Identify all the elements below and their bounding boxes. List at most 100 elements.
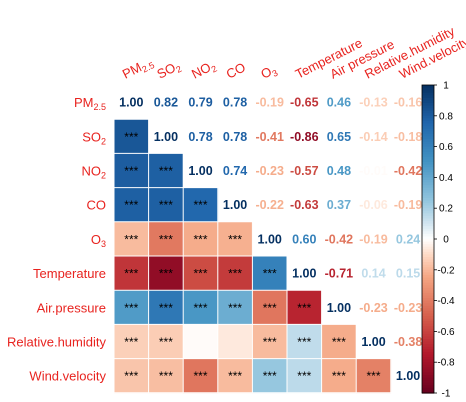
cell-value: -0.13 xyxy=(359,96,388,110)
colorbar-segment xyxy=(422,341,434,345)
colorbar-segment xyxy=(422,354,434,358)
colorbar-segment xyxy=(422,344,434,348)
colorbar-segment xyxy=(422,136,434,140)
colorbar-segment xyxy=(422,259,434,263)
cell-square xyxy=(148,187,184,223)
colorbar-segment xyxy=(422,187,434,191)
cell-value: 1.00 xyxy=(223,198,247,212)
significance-marker: *** xyxy=(124,301,138,315)
significance-marker: *** xyxy=(159,164,173,178)
cell-square xyxy=(287,324,322,359)
colorbar-segment xyxy=(422,369,434,374)
cell-square xyxy=(217,221,253,257)
significance-marker: *** xyxy=(297,301,311,315)
cell-value: 0.65 xyxy=(327,130,351,144)
cell-square xyxy=(217,324,253,359)
cell-value: -0.41 xyxy=(255,130,284,144)
significance-marker: *** xyxy=(159,301,173,315)
colorbar-tick-label: 0 xyxy=(443,235,449,246)
cell-value: -0.42 xyxy=(325,232,354,246)
colorbar-tick-label: 0.6 xyxy=(439,142,453,153)
cell-square xyxy=(356,358,392,394)
column-label: PM2.5 xyxy=(120,54,156,84)
colorbar-segment xyxy=(422,346,434,350)
colorbar-segment xyxy=(422,318,434,322)
significance-marker: *** xyxy=(193,232,207,246)
cell-value: 0.78 xyxy=(188,130,212,144)
colorbar-segment xyxy=(422,264,434,268)
cell-square xyxy=(321,358,357,394)
cell-value: -0.63 xyxy=(290,198,319,212)
colorbar-segment xyxy=(422,146,434,150)
cell-square xyxy=(114,324,149,359)
cell-square xyxy=(252,290,288,325)
row-label: O3 xyxy=(91,232,106,249)
cell-value: 1.00 xyxy=(327,301,351,315)
cell-value: 1.00 xyxy=(119,96,143,110)
colorbar-segment xyxy=(422,133,434,137)
cell-square xyxy=(114,358,149,394)
cell-square xyxy=(252,358,288,394)
cell-value: -0.14 xyxy=(359,130,388,144)
colorbar-segment xyxy=(422,226,434,230)
cell-square xyxy=(183,256,219,291)
colorbar-segment xyxy=(422,110,434,114)
cell-value: -0.16 xyxy=(394,96,423,110)
colorbar-segment xyxy=(422,362,434,366)
colorbar-segment xyxy=(422,277,434,281)
significance-marker: *** xyxy=(159,267,173,281)
cell-value: -0.18 xyxy=(394,130,423,144)
significance-marker: *** xyxy=(228,267,242,281)
colorbar-segment xyxy=(422,251,434,255)
cell-value: -0.42 xyxy=(394,164,423,178)
colorbar-segment xyxy=(422,280,434,284)
cell-square xyxy=(217,358,253,394)
colorbar-segment xyxy=(422,244,434,248)
colorbar-segment xyxy=(422,179,434,184)
cell-value: -0.86 xyxy=(290,130,319,144)
significance-marker: *** xyxy=(124,369,138,383)
significance-marker: *** xyxy=(193,369,207,383)
cell-value: 0.78 xyxy=(223,96,247,110)
colorbar-tick-label: -0.4 xyxy=(437,296,455,307)
colorbar-segment xyxy=(422,231,434,235)
colorbar-segment xyxy=(422,233,434,238)
colorbar-tick-label: -0.8 xyxy=(437,358,455,369)
significance-marker: *** xyxy=(228,369,242,383)
colorbar-segment xyxy=(422,208,434,212)
colorbar-segment xyxy=(422,156,434,161)
colorbar-segment xyxy=(422,305,434,309)
colorbar-segment xyxy=(422,375,434,379)
cell-value: -0.01 xyxy=(359,164,388,178)
colorbar-segment xyxy=(422,298,434,302)
significance-marker: *** xyxy=(193,267,207,281)
colorbar-segment xyxy=(422,274,434,279)
colorbar-segment xyxy=(422,100,434,104)
cell-value: 0.37 xyxy=(327,198,351,212)
cell-value: 1.00 xyxy=(258,232,282,246)
significance-marker: *** xyxy=(159,369,173,383)
cell-square xyxy=(321,324,357,359)
colorbar-segment xyxy=(422,380,434,384)
significance-marker: *** xyxy=(297,369,311,383)
colorbar-segment xyxy=(422,239,434,243)
cell-square xyxy=(114,187,149,223)
cell-value: -0.06 xyxy=(359,198,388,212)
colorbar-segment xyxy=(422,359,434,363)
cell-square xyxy=(148,290,184,325)
colorbar-segment xyxy=(422,97,434,101)
colorbar-segment xyxy=(422,236,434,240)
significance-marker: *** xyxy=(263,301,277,315)
column-label: O3 xyxy=(258,61,279,83)
column-label: NO2 xyxy=(189,57,219,83)
colorbar-segment xyxy=(422,115,434,119)
colorbar-segment xyxy=(422,390,434,394)
cell-value: 0.79 xyxy=(188,96,212,110)
cell-value: -0.71 xyxy=(325,267,354,281)
colorbar-segment xyxy=(422,118,434,122)
colorbar-tick-label: -0.6 xyxy=(437,327,455,338)
row-label: Air.pressure xyxy=(37,300,106,315)
colorbar-tick-label: -1 xyxy=(442,389,451,400)
colorbar-segment xyxy=(422,254,434,258)
